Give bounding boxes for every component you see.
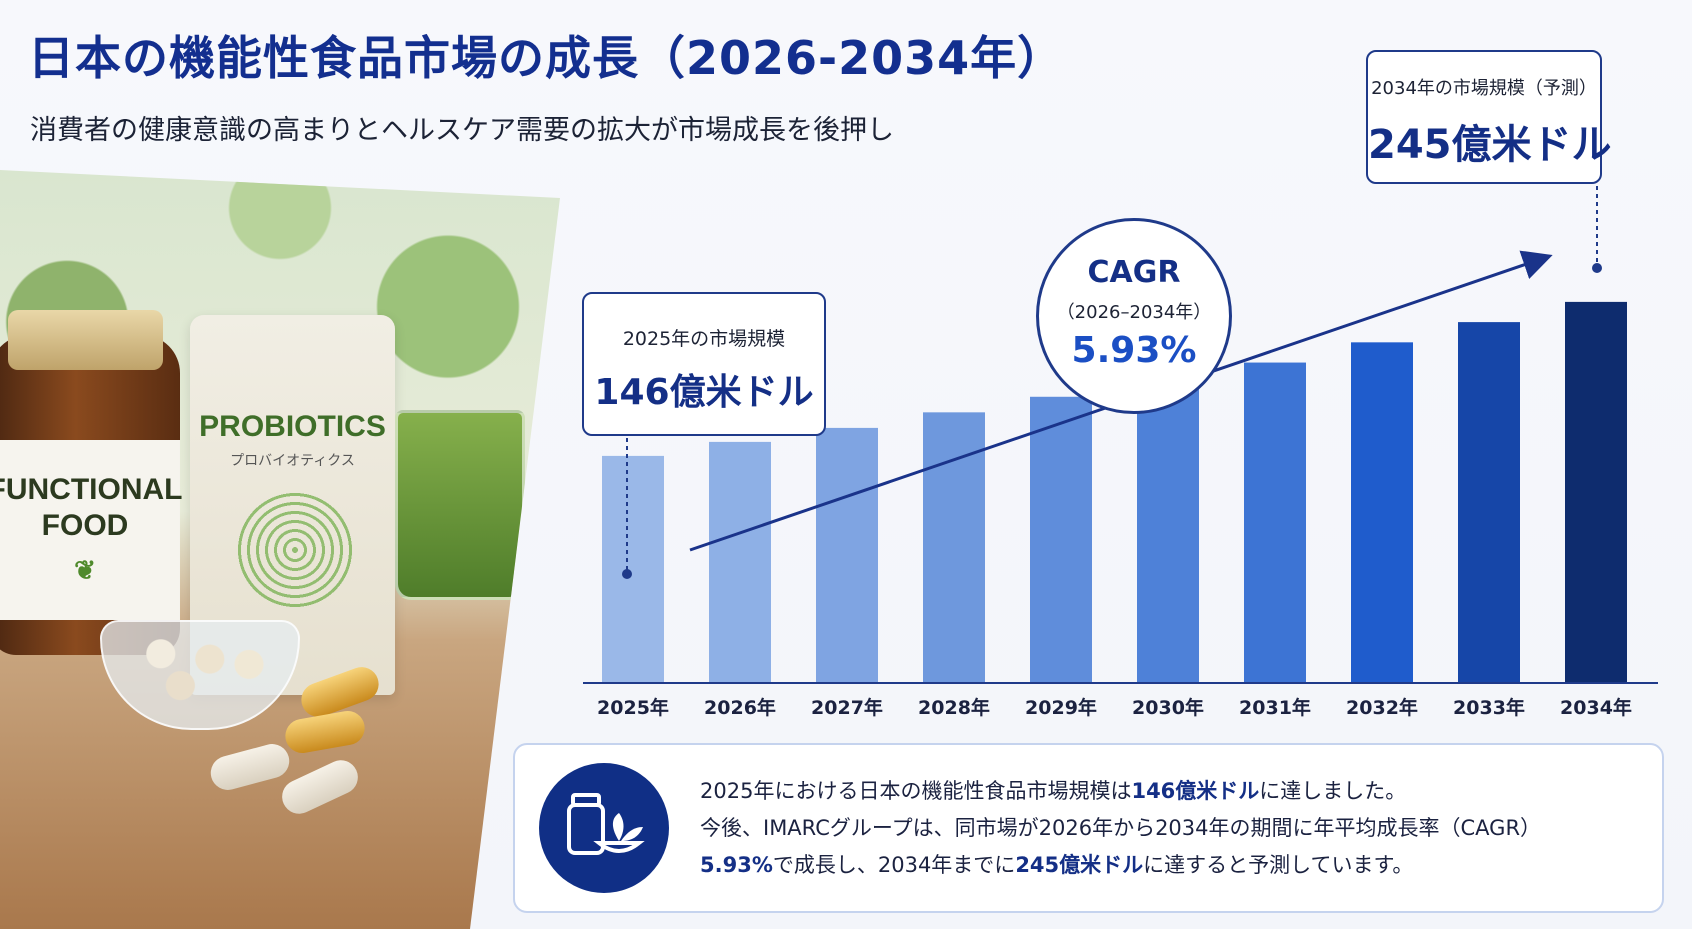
cagr-title: CAGR xyxy=(1087,255,1181,290)
cagr-badge: CAGR （2026–2034年） 5.93% xyxy=(1036,218,1232,414)
callout-2034-label: 2034年の市場規模（予測） xyxy=(1371,78,1597,99)
pouch-title: PROBIOTICS xyxy=(199,410,386,443)
callout-2025-label: 2025年の市場規模 xyxy=(622,328,786,350)
cagr-period: （2026–2034年） xyxy=(1056,302,1212,323)
callout-2034: 2034年の市場規模（予測） 245億米ドル xyxy=(1366,50,1612,184)
bar-2026年 xyxy=(709,441,771,683)
callout-2025-value: 146億米ドル xyxy=(594,372,814,413)
x-tick-label: 2029年 xyxy=(1025,696,1097,719)
bar-2028年 xyxy=(923,412,985,683)
green-juice-glass xyxy=(395,410,525,600)
page-subtitle: 消費者の健康意識の高まりとヘルスケア需要の拡大が市場成長を後押し xyxy=(30,115,894,146)
summary-line-2: 今後、IMARCグループは、同市場が2026年から2034年の期間に年平均成長率… xyxy=(700,816,1542,840)
bar-2031年 xyxy=(1244,362,1306,683)
bar-2030年 xyxy=(1137,379,1199,683)
bar-2029年 xyxy=(1030,396,1092,683)
cagr-value: 5.93% xyxy=(1071,330,1197,371)
summary-highlight-cagr: 5.93% xyxy=(700,853,773,877)
summary-panel: 2025年における日本の機能性食品市場規模は146億米ドルに達しました。 今後、… xyxy=(513,743,1664,913)
callout-2025: 2025年の市場規模 146億米ドル xyxy=(582,292,826,436)
x-tick-label: 2033年 xyxy=(1453,696,1525,719)
leaf-icon: ❦ xyxy=(74,555,96,585)
pouch-subtitle: プロバイオティクス xyxy=(230,453,355,469)
supplement-bowl-icon xyxy=(539,763,669,893)
jar-label-line1: FUNCTIONAL xyxy=(0,473,183,506)
leader-dot-2025 xyxy=(622,569,632,579)
product-photo: FUNCTIONAL FOOD ❦ PROBIOTICS プロバイオティクス xyxy=(0,170,560,929)
x-tick-label: 2028年 xyxy=(918,696,990,719)
summary-highlight-2034: 245億米ドル xyxy=(1015,853,1144,877)
summary-line-1: 2025年における日本の機能性食品市場規模は146億米ドルに達しました。 xyxy=(700,773,1650,810)
jar-label: FUNCTIONAL FOOD ❦ xyxy=(0,440,183,620)
jar-label-line2: FOOD xyxy=(41,509,129,542)
summary-text: 2025年における日本の機能性食品市場規模は146億米ドルに達しました。 今後、… xyxy=(700,773,1650,884)
bar-2027年 xyxy=(816,427,878,683)
x-tick-label: 2034年 xyxy=(1560,696,1632,719)
bar-2032年 xyxy=(1351,342,1413,683)
jar-cap xyxy=(8,310,163,370)
summary-line-3: 5.93%で成長し、2034年までに245億米ドルに達すると予測しています。 xyxy=(700,847,1650,884)
summary-text-part: 2025年における日本の機能性食品市場規模は xyxy=(700,779,1132,803)
x-tick-label: 2027年 xyxy=(811,696,883,719)
bar-2034年 xyxy=(1565,301,1627,683)
x-tick-label: 2030年 xyxy=(1132,696,1204,719)
summary-text-part: に達すると予測しています。 xyxy=(1143,853,1414,877)
pouch-pattern xyxy=(235,490,355,610)
summary-highlight-2025: 146億米ドル xyxy=(1131,779,1260,803)
page-title: 日本の機能性食品市場の成長（2026-2034年） xyxy=(28,31,1065,85)
x-tick-label: 2025年 xyxy=(597,696,669,719)
x-tick-label: 2032年 xyxy=(1346,696,1418,719)
summary-text-part: に達しました。 xyxy=(1259,779,1407,803)
x-tick-label: 2031年 xyxy=(1239,696,1311,719)
x-tick-label: 2026年 xyxy=(704,696,776,719)
callout-2034-value: 245億米ドル xyxy=(1368,122,1612,168)
bar-2025年 xyxy=(602,455,664,683)
bar-2033年 xyxy=(1458,322,1520,683)
leader-dot-2034 xyxy=(1592,263,1602,273)
summary-text-part: で成長し、2034年までに xyxy=(772,853,1016,877)
